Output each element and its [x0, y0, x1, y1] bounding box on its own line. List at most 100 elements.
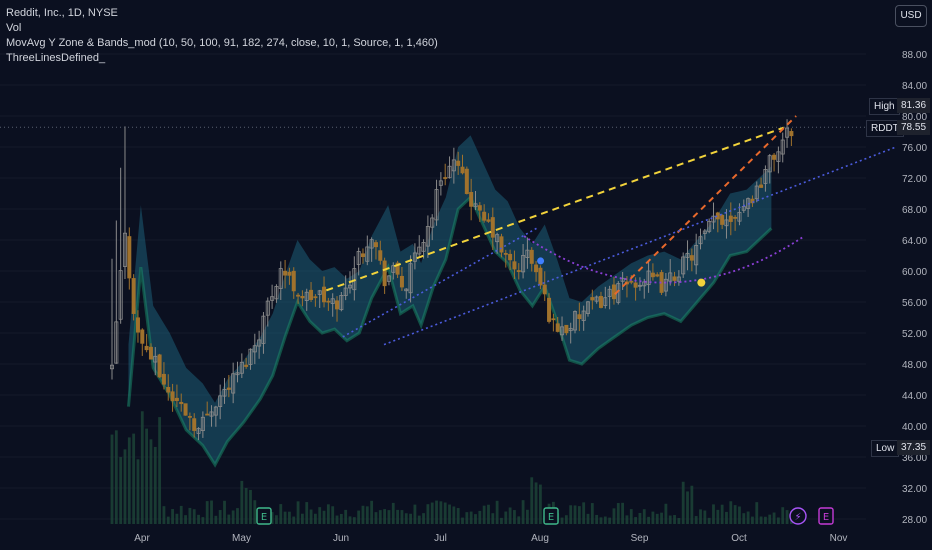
volume-bar: [404, 513, 408, 524]
candle-body: [274, 286, 279, 300]
volume-bar: [357, 510, 361, 524]
earnings-marker-upcoming[interactable]: E: [818, 507, 834, 525]
candle-body: [538, 267, 543, 286]
y-tick-label: 88.00: [902, 50, 927, 61]
candle-body: [200, 416, 205, 432]
volume-bar: [677, 517, 681, 524]
candle-body: [767, 155, 772, 173]
y-tick-label: 36.00: [902, 453, 927, 464]
dividend-marker[interactable]: ⚡: [789, 507, 807, 525]
candle-body: [257, 339, 262, 347]
volume-bar: [426, 504, 430, 524]
candle-body: [728, 215, 733, 222]
candle-body: [404, 288, 409, 292]
volume-bar: [764, 516, 767, 524]
candle-body: [447, 165, 452, 179]
volume-bar: [513, 510, 516, 524]
candle-body: [283, 270, 288, 276]
volume-bar: [586, 513, 590, 524]
candle-body: [598, 295, 603, 308]
x-tick-label: Apr: [134, 533, 150, 544]
candle-body: [516, 270, 521, 272]
x-tick-label: Aug: [531, 533, 549, 544]
svg-text:E: E: [261, 512, 267, 523]
volume-bar: [335, 515, 339, 524]
candle-body: [603, 297, 608, 306]
currency-button[interactable]: USD: [895, 5, 927, 27]
volume-bar: [344, 509, 348, 524]
volume-bar: [673, 515, 676, 524]
volume-bar: [478, 510, 482, 524]
volume-bar: [577, 506, 581, 524]
candle-body: [663, 278, 668, 292]
volume-bar: [391, 502, 395, 524]
volume-bar: [318, 507, 322, 524]
volume-bar: [742, 513, 746, 524]
volume-bar: [785, 510, 789, 524]
candle-body: [157, 354, 162, 378]
volume-bar: [413, 504, 417, 524]
volume-bar: [400, 510, 404, 524]
candle-body: [737, 211, 742, 222]
candle-body: [118, 270, 123, 320]
signal-marker-yellow: [697, 278, 706, 287]
volume-bar: [573, 505, 577, 524]
candle-body: [352, 268, 357, 291]
candle-body: [248, 348, 253, 365]
candle-body: [166, 387, 171, 393]
candle-body: [114, 321, 119, 364]
candle-body: [785, 127, 790, 138]
candle-body: [205, 413, 210, 416]
candle-body: [417, 246, 422, 255]
candle-body: [464, 168, 469, 194]
volume-bar: [378, 510, 382, 524]
candle-body: [231, 373, 236, 394]
candle-body: [594, 296, 599, 302]
candle-body: [425, 226, 430, 247]
volume-bar: [339, 513, 343, 524]
volume-bar: [703, 510, 707, 524]
volume-bar: [452, 506, 456, 524]
movavg-indicator-label[interactable]: MovAvg Y Zone & Bands_mod (10, 50, 100, …: [6, 37, 438, 49]
candle-body: [676, 276, 681, 282]
y-tick-label: 72.00: [902, 174, 927, 185]
candle-body: [187, 415, 192, 418]
candle-body: [408, 263, 413, 294]
candle-body: [161, 373, 166, 385]
volume-bar: [305, 502, 309, 524]
candle-body: [521, 255, 526, 273]
symbol-title[interactable]: Reddit, Inc., 1D, NYSE: [6, 7, 118, 19]
candle-body: [373, 242, 378, 248]
volume-bar: [313, 513, 317, 524]
candle-body: [650, 272, 655, 278]
volume-bar: [279, 504, 283, 524]
candle-body: [637, 284, 642, 287]
candle-body: [226, 387, 231, 390]
volume-bar: [504, 511, 508, 524]
volume-bar: [322, 510, 326, 524]
volume-bar: [218, 510, 222, 524]
svg-text:E: E: [823, 512, 829, 523]
y-tick-label: 48.00: [902, 360, 927, 371]
candle-body: [110, 364, 115, 370]
volume-bar: [608, 517, 612, 524]
volume-bar: [603, 516, 607, 524]
volume-bar: [487, 504, 490, 524]
volume-bar: [162, 506, 166, 524]
volume-bar: [435, 500, 438, 524]
candle-body: [335, 300, 340, 310]
volume-indicator-label[interactable]: Vol: [6, 22, 22, 34]
svg-text:⚡: ⚡: [794, 512, 801, 523]
volume-bar: [725, 511, 728, 524]
volume-bar: [275, 515, 278, 524]
earnings-marker[interactable]: E: [256, 507, 272, 525]
threelines-indicator-label[interactable]: ThreeLinesDefined_: [6, 52, 106, 64]
candle-body: [477, 205, 482, 211]
earnings-marker[interactable]: E: [543, 507, 559, 525]
candle-body: [707, 220, 712, 232]
candle-body: [512, 261, 517, 270]
volume-bar: [301, 513, 304, 524]
candle-body: [702, 230, 707, 234]
